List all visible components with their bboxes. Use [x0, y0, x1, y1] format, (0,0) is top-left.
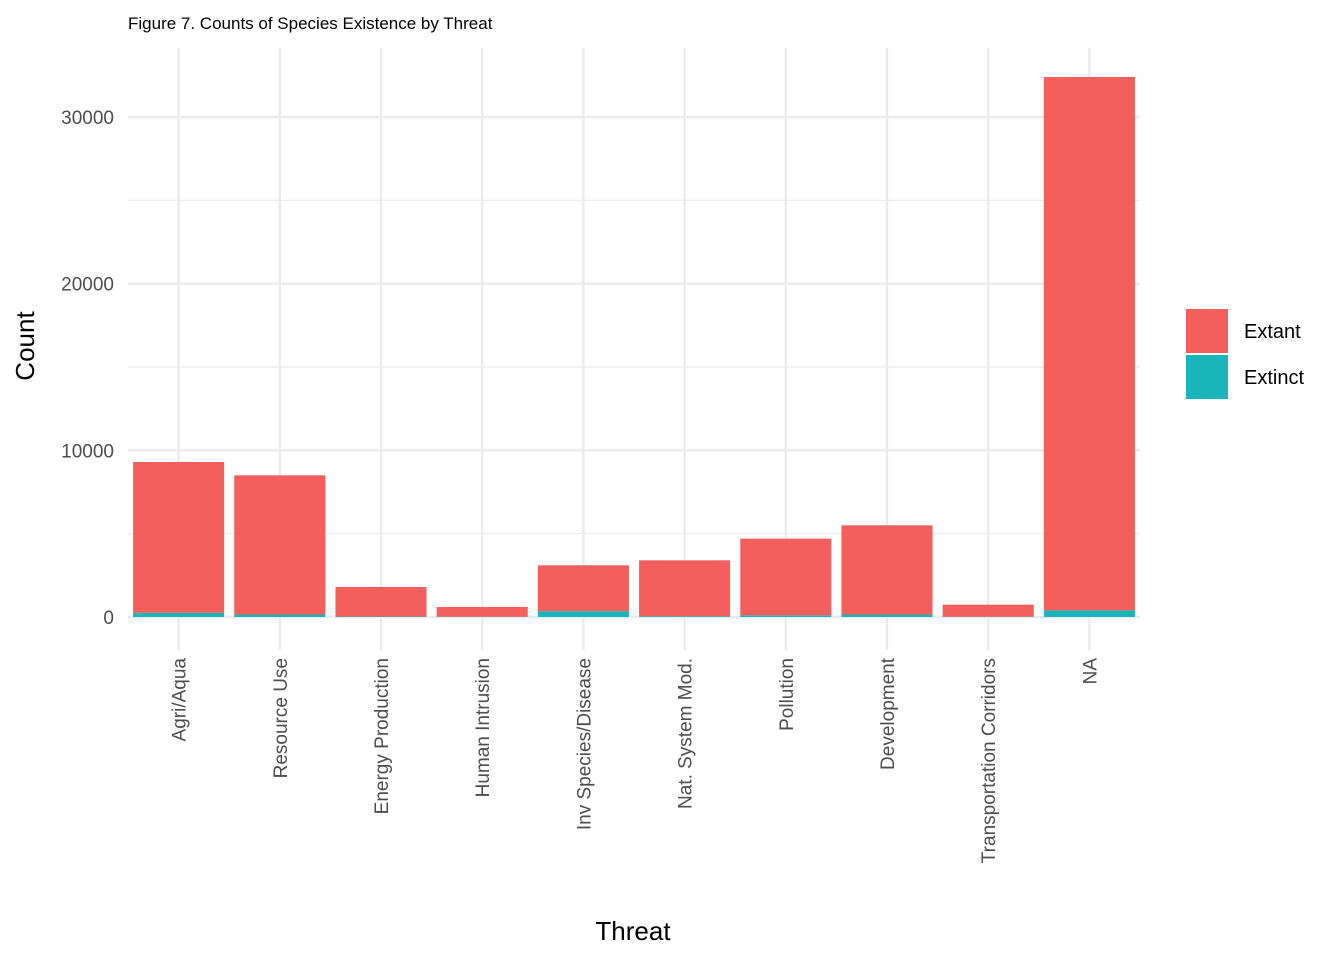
y-axis-title: Count — [10, 311, 40, 381]
bars — [133, 77, 1135, 617]
y-tick-label: 20000 — [61, 275, 114, 296]
bar-extinct — [133, 612, 225, 617]
x-tick-label: Energy Production — [372, 658, 393, 814]
legend: Extant Extinct — [1186, 309, 1304, 399]
bar-extinct — [335, 616, 427, 617]
y-tick-label: 30000 — [61, 108, 114, 129]
y-tick-label: 10000 — [61, 441, 114, 462]
bar-extant — [740, 538, 832, 616]
bar-extant — [942, 604, 1034, 617]
legend-key-extinct — [1186, 355, 1228, 399]
bar-extinct — [841, 614, 933, 617]
x-tick-label: Inv Species/Disease — [574, 658, 595, 830]
x-tick-label: NA — [1080, 658, 1101, 685]
bar-extinct — [537, 611, 629, 617]
x-tick-label: Development — [878, 657, 899, 770]
bar-extant — [133, 462, 225, 613]
bar-extant — [537, 565, 629, 612]
bar-extant — [335, 587, 427, 617]
bar-extant — [234, 475, 326, 615]
legend-label-extinct: Extinct — [1244, 367, 1304, 389]
bar-extinct — [234, 614, 326, 617]
chart-title: Figure 7. Counts of Species Existence by… — [128, 14, 493, 33]
x-tick-label: Human Intrusion — [473, 658, 494, 797]
x-tick-label: Nat. System Mod. — [676, 658, 697, 809]
bar-extant — [436, 607, 528, 617]
x-tick-label: Pollution — [777, 658, 798, 731]
bar-extant — [841, 525, 933, 615]
x-axis-ticks: Agri/Aqua Resource Use Energy Production Hu… — [170, 657, 1102, 863]
bar-extant — [1043, 77, 1135, 611]
bar-extinct — [639, 616, 731, 617]
x-tick-label: Transportation Corridors — [979, 658, 1000, 863]
legend-label-extant: Extant — [1244, 321, 1301, 343]
x-tick-label: Agri/Aqua — [170, 658, 191, 742]
x-axis-title: Threat — [595, 916, 671, 946]
x-tick-label: Resource Use — [271, 658, 292, 778]
bar-extinct — [740, 615, 832, 617]
bar-extant — [639, 560, 731, 617]
bar-extinct — [1043, 610, 1135, 617]
y-axis-ticks: 0 10000 20000 30000 — [61, 108, 114, 629]
y-tick-label: 0 — [103, 608, 114, 629]
legend-key-extant — [1186, 309, 1228, 353]
